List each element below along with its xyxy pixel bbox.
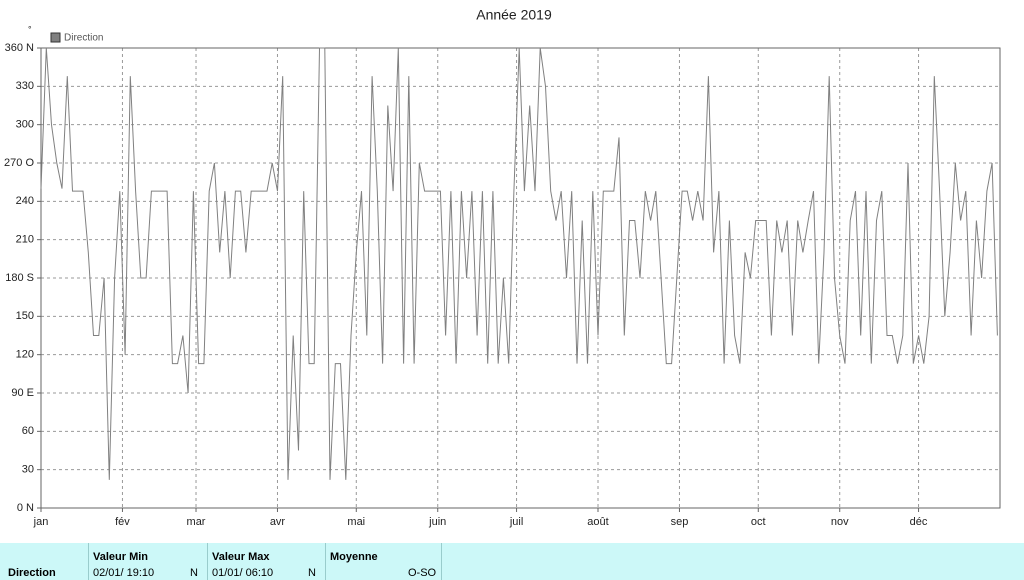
x-tick-label: oct: [751, 516, 766, 528]
cell: 02/01/ 19:10: [93, 567, 155, 579]
header: Valeur Max: [212, 551, 270, 563]
y-tick-label: 360 N: [5, 42, 34, 54]
x-tick-label: juin: [428, 516, 446, 528]
cell: N: [308, 567, 316, 579]
cell: 01/01/ 06:10: [212, 567, 274, 579]
legend-swatch: [50, 32, 61, 43]
separator: [325, 543, 326, 580]
separator: [207, 543, 208, 580]
plot-border: [40, 47, 1001, 509]
header: Moyenne: [330, 551, 378, 563]
x-tick-label: déc: [910, 516, 928, 528]
y-tick-label: 90 E: [11, 387, 34, 399]
y-tick-label: 150: [16, 310, 34, 322]
header: Valeur Min: [93, 551, 149, 563]
x-tick-label: nov: [831, 516, 849, 528]
y-tick-label: 30: [22, 464, 34, 476]
y-tick-label: 0 N: [17, 502, 34, 514]
x-tick-label: mar: [187, 516, 206, 528]
legend-label: Direction: [64, 33, 103, 44]
summary-table: Valeur Min Valeur Max Moyenne Direction …: [0, 543, 1024, 580]
y-tick-label: 240: [16, 195, 34, 207]
cell: O-SO: [408, 567, 437, 579]
y-tick-label: 120: [16, 349, 34, 361]
data-line: [40, 47, 998, 480]
row-label: Direction: [8, 567, 56, 579]
x-tick-label: jan: [33, 516, 49, 528]
x-tick-label: août: [587, 516, 608, 528]
separator: [441, 543, 442, 580]
x-tick-label: sep: [671, 516, 689, 528]
x-tick-label: mai: [347, 516, 365, 528]
y-tick-label: 60: [22, 425, 34, 437]
y-tick-label: 300: [16, 119, 34, 131]
separator: [88, 543, 89, 580]
chart: Année 2019 ° 0 N 30 60 90 E 120 150 180 S 210 24…: [4, 7, 1001, 528]
unit-label: °: [28, 24, 32, 34]
y-tick-label: 210: [16, 234, 34, 246]
y-tick-label: 270 O: [4, 157, 34, 169]
x-tick-label: juil: [509, 516, 523, 528]
y-tick-label: 330: [16, 80, 34, 92]
cell: N: [190, 567, 198, 579]
x-tick-label: avr: [270, 516, 286, 528]
y-tick-label: 180 S: [5, 272, 34, 284]
chart-title: Année 2019: [476, 7, 552, 23]
x-tick-label: fév: [115, 516, 130, 528]
